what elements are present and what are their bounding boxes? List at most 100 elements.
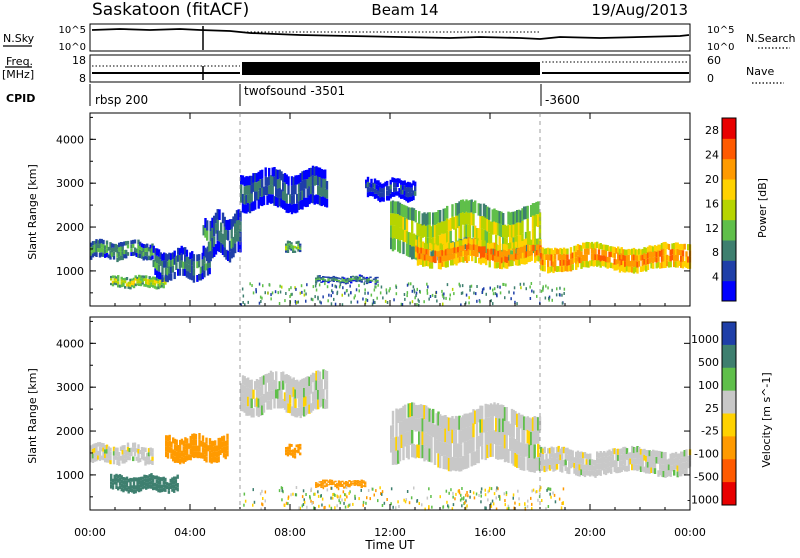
speckle-dot xyxy=(322,486,325,490)
echo-cell xyxy=(517,454,521,469)
echo-cell xyxy=(557,445,560,452)
echo-cell xyxy=(283,374,287,384)
echo-cell xyxy=(327,281,330,284)
speckle-dot xyxy=(506,507,508,511)
echo-cell xyxy=(524,417,528,431)
echo-cell xyxy=(248,406,252,416)
echo-cell xyxy=(247,377,250,388)
echo-cell xyxy=(269,400,273,410)
echo-cell xyxy=(422,247,425,255)
echo-cell xyxy=(292,449,295,453)
echo-cell xyxy=(112,459,116,465)
echo-cell xyxy=(357,484,360,487)
echo-cell xyxy=(687,456,690,463)
echo-cell xyxy=(120,483,123,488)
speckle-dot xyxy=(305,299,307,303)
echo-cell xyxy=(170,441,173,448)
echo-cell xyxy=(575,245,578,252)
echo-cell xyxy=(411,402,414,417)
echo-cell xyxy=(343,281,346,284)
echo-cell xyxy=(150,484,153,489)
echo-cell xyxy=(535,430,538,444)
freq-tick-top: 18 xyxy=(72,54,86,67)
echo-cell xyxy=(439,243,442,250)
echo-cell xyxy=(230,238,233,249)
echo-cell xyxy=(123,445,126,450)
echo-cell xyxy=(308,195,311,205)
echo-cell xyxy=(364,278,367,280)
speckle-dot xyxy=(326,488,329,492)
speckle-dot xyxy=(326,285,329,289)
echo-cell xyxy=(278,390,281,400)
echo-cell xyxy=(180,456,184,463)
echo-cell xyxy=(470,212,473,226)
echo-cell xyxy=(608,262,611,268)
echo-cell xyxy=(523,206,526,220)
echo-cell xyxy=(149,244,152,249)
echo-cell xyxy=(257,398,260,408)
echo-cell xyxy=(603,451,606,457)
echo-cell xyxy=(297,240,300,244)
echo-cell xyxy=(416,418,419,432)
speckle-dot xyxy=(490,487,493,491)
speckle-dot xyxy=(261,502,263,506)
colorbar-cell xyxy=(722,459,736,483)
echo-cell xyxy=(448,254,451,261)
echo-cell xyxy=(503,224,507,238)
echo-cell xyxy=(157,281,160,284)
echo-cell xyxy=(514,211,517,224)
echo-cell xyxy=(204,247,207,258)
echo-cell xyxy=(430,409,433,423)
echo-cell xyxy=(149,451,152,456)
speckle-dot xyxy=(513,286,516,290)
echo-cell xyxy=(437,425,440,440)
echo-cell xyxy=(257,389,260,399)
echo-cell xyxy=(136,481,139,485)
echo-cell xyxy=(213,246,216,257)
echo-cell xyxy=(276,179,280,189)
echo-cell xyxy=(205,437,208,444)
echo-cell xyxy=(516,210,519,223)
speckle-dot xyxy=(270,297,272,301)
echo-cell xyxy=(520,252,523,259)
echo-cell xyxy=(407,192,410,198)
echo-cell xyxy=(493,402,496,417)
echo-cell xyxy=(496,431,500,446)
echo-cell xyxy=(351,279,355,282)
echo-cell xyxy=(278,188,281,198)
echo-cell xyxy=(615,248,618,254)
echo-cell xyxy=(159,285,162,289)
echo-cell xyxy=(437,263,441,270)
echo-cell xyxy=(510,422,514,437)
echo-cell xyxy=(423,447,426,462)
echo-cell xyxy=(547,464,550,470)
echo-cell xyxy=(297,381,301,390)
echo-cell xyxy=(248,203,252,214)
echo-cell xyxy=(554,253,557,260)
echo-cell xyxy=(125,454,128,459)
speckle-dot xyxy=(299,291,302,295)
echo-cell xyxy=(618,460,622,467)
speckle-dot xyxy=(499,495,501,499)
speckle-dot xyxy=(370,293,373,297)
echo-cell xyxy=(93,240,96,245)
echo-cell xyxy=(664,241,667,249)
speckle-dot xyxy=(321,503,323,507)
echo-cell xyxy=(502,243,505,250)
echo-cell xyxy=(652,455,655,462)
echo-cell xyxy=(432,224,435,238)
echo-cell xyxy=(220,242,223,253)
speckle-dot xyxy=(476,285,478,288)
speckle-dot xyxy=(360,488,362,492)
echo-cell xyxy=(673,470,676,476)
echo-cell xyxy=(627,248,630,255)
echo-cell xyxy=(299,250,302,253)
speckle-dot xyxy=(383,501,386,505)
echo-cell xyxy=(372,191,375,197)
echo-cell xyxy=(650,451,653,457)
echo-cell xyxy=(125,480,129,484)
speckle-dot xyxy=(413,290,416,294)
echo-cell xyxy=(292,454,295,458)
echo-cell xyxy=(421,213,424,226)
echo-cell xyxy=(484,230,487,243)
